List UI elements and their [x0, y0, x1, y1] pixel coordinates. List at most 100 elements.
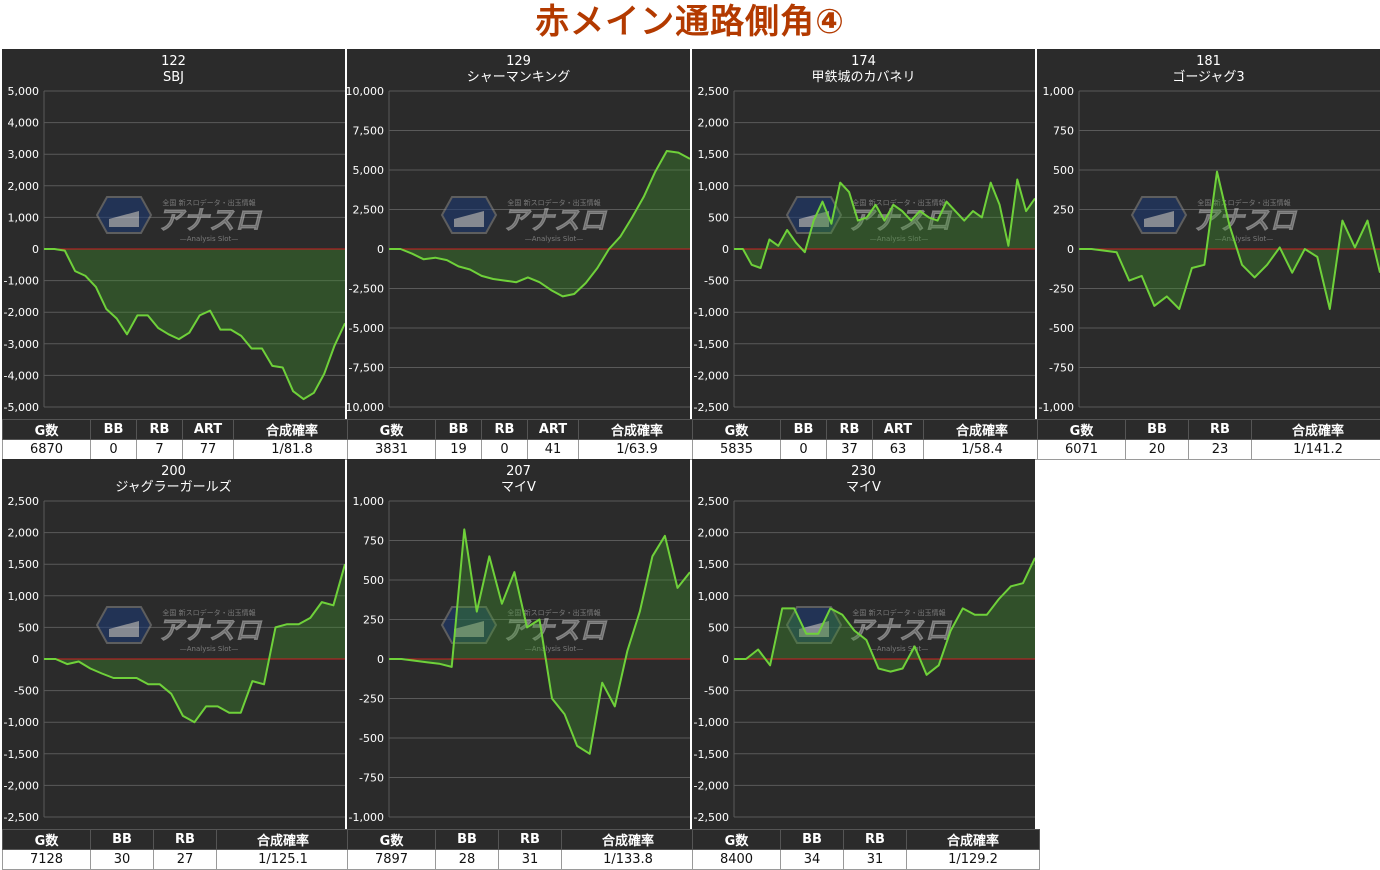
watermark-big-text: アナスロ	[157, 206, 262, 236]
y-tick-label: -2,500	[4, 811, 39, 824]
y-tick-label: 1,000	[698, 180, 730, 193]
y-tick-label: 0	[1067, 243, 1074, 256]
y-tick-label: -1,000	[4, 716, 39, 729]
y-tick-label: 500	[708, 621, 729, 634]
y-tick-label: 0	[377, 653, 384, 666]
watermark-sub-text: —Analysis Slot—	[870, 645, 928, 653]
stats-header: BB	[436, 420, 482, 440]
y-tick-label: -2,000	[694, 779, 729, 792]
stats-value: 5835	[693, 440, 781, 460]
stats-value: 23	[1189, 440, 1252, 460]
y-tick-label: 1,000	[8, 590, 40, 603]
stats-value: 0	[781, 440, 827, 460]
watermark-sub-text: —Analysis Slot—	[180, 235, 238, 243]
page-title: 赤メイン通路側角④	[0, 0, 1380, 46]
machine-name: 甲鉄城のカバネリ	[811, 70, 915, 85]
stats-value: 6870	[3, 440, 91, 460]
watermark-big-text: アナスロ	[502, 206, 607, 236]
stats-value: 19	[436, 440, 482, 460]
y-tick-label: 750	[1053, 125, 1074, 138]
stats-header: 合成確率	[562, 830, 695, 850]
stats-header: RB	[482, 420, 528, 440]
y-tick-label: 0	[32, 243, 39, 256]
stats-header: G数	[3, 420, 91, 440]
stats-value: 6071	[1038, 440, 1126, 460]
stats-header: 合成確率	[1252, 420, 1380, 440]
line-chart: 181ゴージャグ31,0007505002500-250-500-750-1,0…	[1037, 49, 1380, 419]
machine-number: 174	[851, 54, 876, 69]
stats-header: RB	[1189, 420, 1252, 440]
y-tick-label: -1,000	[4, 275, 39, 288]
y-tick-label: -250	[359, 693, 384, 706]
y-tick-label: 1,500	[698, 148, 730, 161]
stats-header: BB	[1126, 420, 1189, 440]
stats-value: 37	[827, 440, 873, 460]
y-tick-label: -1,000	[349, 811, 384, 824]
stats-header: 合成確率	[217, 830, 350, 850]
y-tick-label: -1,500	[694, 338, 729, 351]
y-tick-label: -7,500	[349, 362, 384, 375]
y-tick-label: 2,000	[8, 180, 40, 193]
y-tick-label: 4,000	[8, 117, 40, 130]
machine-number: 230	[851, 464, 876, 479]
machine-number: 129	[506, 54, 531, 69]
y-tick-label: -500	[704, 275, 729, 288]
stats-value: 77	[183, 440, 234, 460]
stats-value: 1/141.2	[1252, 440, 1380, 460]
machine-name: ゴージャグ3	[1172, 69, 1244, 85]
machine-number: 181	[1196, 54, 1221, 69]
y-tick-label: -2,500	[349, 283, 384, 296]
stats-header: 合成確率	[234, 420, 351, 440]
y-tick-label: -1,500	[694, 748, 729, 761]
line-chart: 230マイV2,5002,0001,5001,0005000-500-1,000…	[692, 459, 1035, 829]
y-tick-label: 2,500	[698, 85, 730, 98]
stats-header: G数	[348, 830, 436, 850]
stats-value: 7	[137, 440, 183, 460]
stats-header: BB	[91, 420, 137, 440]
stats-value: 1/58.4	[924, 440, 1041, 460]
y-tick-label: 5,000	[8, 85, 40, 98]
y-tick-label: -2,500	[694, 401, 729, 414]
y-tick-label: -2,500	[694, 811, 729, 824]
stats-header: G数	[3, 830, 91, 850]
machine-number: 207	[506, 464, 531, 479]
series-area	[389, 529, 690, 753]
stats-header: BB	[781, 830, 844, 850]
stats-header: RB	[844, 830, 907, 850]
y-tick-label: 10,000	[347, 85, 384, 98]
stats-header: RB	[137, 420, 183, 440]
stats-header: RB	[499, 830, 562, 850]
series-area	[734, 180, 1035, 269]
y-tick-label: -750	[359, 772, 384, 785]
y-tick-label: -3,000	[4, 338, 39, 351]
y-tick-label: 3,000	[8, 148, 40, 161]
y-tick-label: -2,000	[4, 306, 39, 319]
stats-value: 1/81.8	[234, 440, 351, 460]
y-tick-label: -1,000	[1039, 401, 1074, 414]
machine-name: ジャグラーガールズ	[115, 479, 231, 495]
stats-header: ART	[528, 420, 579, 440]
stats-header: ART	[873, 420, 924, 440]
y-tick-label: -500	[359, 732, 384, 745]
y-tick-label: -1,000	[694, 306, 729, 319]
y-tick-label: 1,000	[1043, 85, 1075, 98]
stats-header: G数	[1038, 420, 1126, 440]
y-tick-label: 1,000	[698, 590, 730, 603]
stats-value: 0	[91, 440, 137, 460]
y-tick-label: -500	[704, 685, 729, 698]
stats-header: BB	[436, 830, 499, 850]
stats-header: RB	[827, 420, 873, 440]
machine-number: 200	[161, 464, 186, 479]
line-chart: 129シャーマンキング10,0007,5005,0002,5000-2,500-…	[347, 49, 690, 419]
y-tick-label: -2,000	[694, 369, 729, 382]
y-tick-label: 2,000	[698, 527, 730, 540]
machine-name: シャーマンキング	[467, 70, 571, 85]
y-tick-label: 500	[18, 621, 39, 634]
line-chart: 122SBJ5,0004,0003,0002,0001,0000-1,000-2…	[2, 49, 345, 419]
